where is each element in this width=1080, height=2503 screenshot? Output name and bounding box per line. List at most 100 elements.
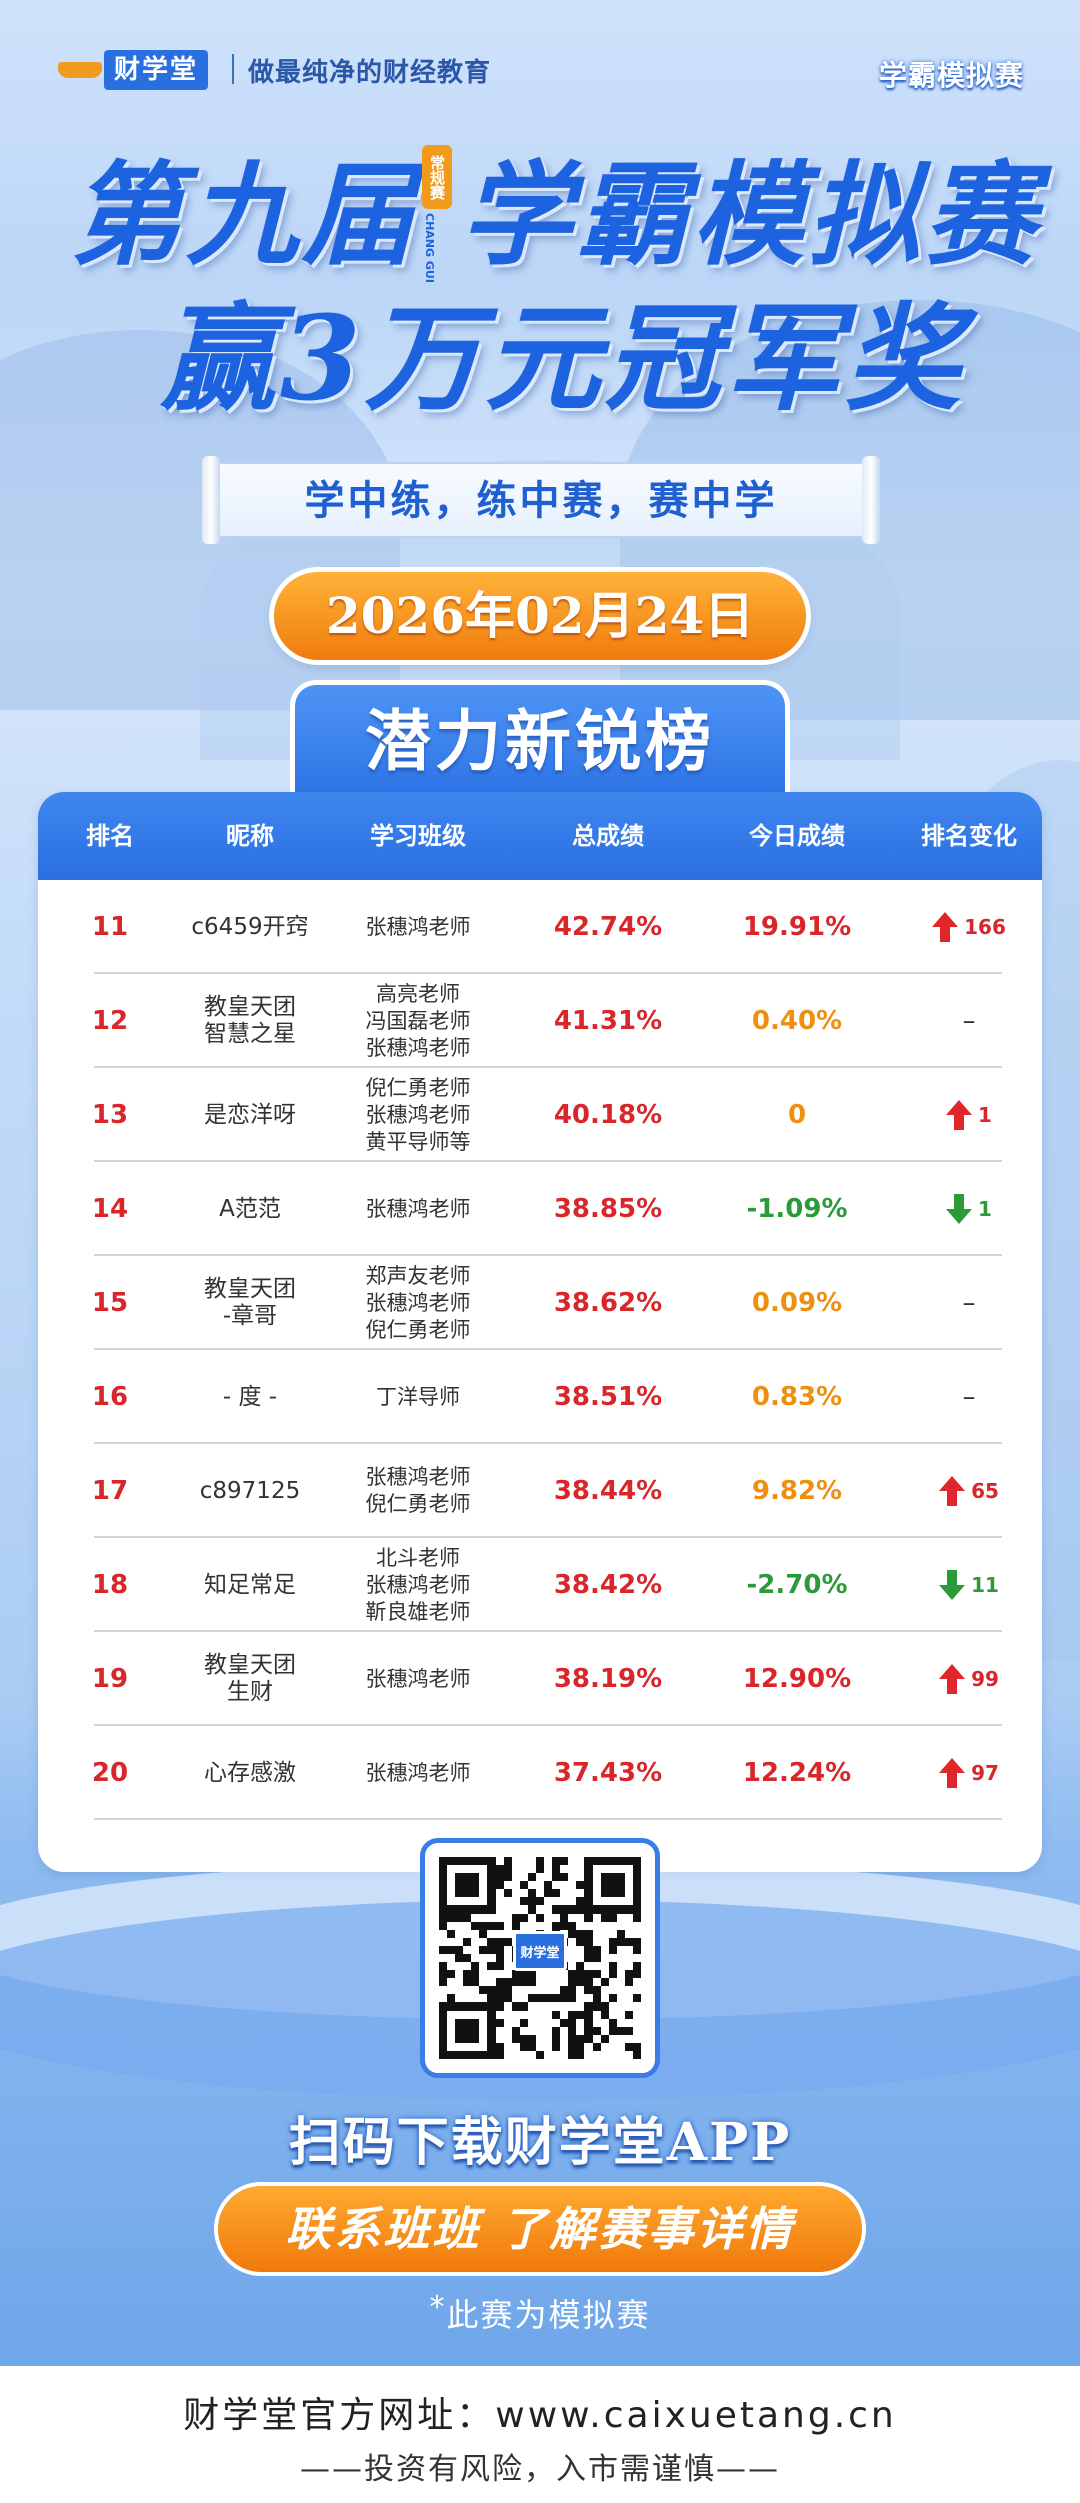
arrow-up-icon bbox=[932, 912, 959, 942]
total-score-cell: 38.85% bbox=[553, 1193, 663, 1224]
arrow-up-icon bbox=[946, 1100, 973, 1130]
table-row: 11 c6459开窍 张穗鸿老师 42.74% 19.91% 166 bbox=[38, 880, 1042, 974]
event-title: 学霸模拟赛 bbox=[460, 150, 1040, 281]
header-nickname: 昵称 bbox=[226, 822, 274, 850]
today-score-cell: 12.24% bbox=[742, 1757, 852, 1788]
qr-logo: 财学堂 bbox=[513, 1931, 567, 1971]
total-score-cell: 42.74% bbox=[553, 911, 663, 942]
rank-change-cell: 97 bbox=[896, 1758, 1042, 1788]
table-row: 12 教皇天团 智慧之星 高亮老师 冯国磊老师 张穗鸿老师 41.31% 0.40% – bbox=[38, 974, 1042, 1068]
header-today-score: 今日成绩 bbox=[749, 822, 845, 850]
table-row: 19 教皇天团 生财 张穗鸿老师 38.19% 12.90% 99 bbox=[38, 1632, 1042, 1726]
class-cell: 高亮老师 冯国磊老师 张穗鸿老师 bbox=[365, 981, 471, 1060]
today-score-cell: 0.40% bbox=[751, 1005, 843, 1036]
rank-change-cell: 99 bbox=[896, 1664, 1042, 1694]
arrow-up-icon bbox=[939, 1758, 966, 1788]
rank-cell: 20 bbox=[91, 1757, 129, 1788]
arrow-up-icon bbox=[939, 1476, 966, 1506]
date-badge: 2026年02月24日 bbox=[274, 572, 806, 660]
rank-cell: 15 bbox=[91, 1287, 129, 1318]
rank-change-value: 11 bbox=[971, 1572, 999, 1597]
seal-badge: 常规赛 bbox=[422, 145, 452, 209]
rank-change-cell: 1 bbox=[896, 1194, 1042, 1224]
rank-change-cell: 65 bbox=[896, 1476, 1042, 1506]
total-score-cell: 40.18% bbox=[553, 1099, 663, 1130]
qr-code[interactable]: 财学堂 bbox=[420, 1838, 660, 2078]
rank-change-value: 1 bbox=[978, 1102, 992, 1127]
edition-title: 第九届 bbox=[70, 150, 418, 281]
table-row: 13 是恋洋呀 倪仁勇老师 张穗鸿老师 黄平导师等 40.18% 0 1 bbox=[38, 1068, 1042, 1162]
nickname-cell: 教皇天团 -章哥 bbox=[204, 1276, 296, 1329]
nickname-cell: 教皇天团 生财 bbox=[204, 1652, 296, 1705]
class-cell: 张穗鸿老师 bbox=[365, 1196, 471, 1221]
class-cell: 张穗鸿老师 bbox=[365, 914, 471, 939]
rank-change-value: – bbox=[962, 1005, 976, 1036]
rank-change-cell: – bbox=[896, 1381, 1042, 1412]
today-score-cell: -1.09% bbox=[746, 1193, 848, 1224]
table-row: 16 - 度 - 丁洋导师 38.51% 0.83% – bbox=[38, 1350, 1042, 1444]
rank-change-cell: 11 bbox=[896, 1570, 1042, 1600]
rank-change-value: 1 bbox=[978, 1196, 992, 1221]
header-class: 学习班级 bbox=[370, 822, 466, 850]
total-score-cell: 38.42% bbox=[553, 1569, 663, 1600]
rank-cell: 16 bbox=[91, 1381, 129, 1412]
rank-cell: 13 bbox=[91, 1099, 129, 1130]
rank-change-value: 97 bbox=[971, 1760, 999, 1785]
rank-change-cell: 1 bbox=[896, 1100, 1042, 1130]
table-row: 14 A范范 张穗鸿老师 38.85% -1.09% 1 bbox=[38, 1162, 1042, 1256]
footer: 财学堂官方网址：www.caixuetang.cn ——投资有风险，入市需谨慎—… bbox=[0, 2366, 1080, 2503]
official-website[interactable]: 财学堂官方网址：www.caixuetang.cn bbox=[183, 2395, 897, 2436]
scan-download-text: 扫码下载财学堂APP bbox=[288, 2112, 792, 2173]
today-score-cell: 12.90% bbox=[742, 1663, 852, 1694]
class-cell: 倪仁勇老师 张穗鸿老师 黄平导师等 bbox=[365, 1075, 471, 1154]
nickname-cell: c897125 bbox=[199, 1477, 301, 1504]
table-header: 排名 昵称 学习班级 总成绩 今日成绩 排名变化 bbox=[38, 792, 1042, 880]
note-text: 此赛为模拟赛 bbox=[446, 2296, 651, 2334]
class-cell: 张穗鸿老师 bbox=[365, 1760, 471, 1785]
risk-disclaimer: ——投资有风险，入市需谨慎—— bbox=[300, 2452, 780, 2487]
divider bbox=[232, 54, 234, 84]
motto-text: 学中练，练中赛，赛中学 bbox=[304, 477, 778, 524]
class-cell: 北斗老师 张穗鸿老师 靳良雄老师 bbox=[365, 1545, 471, 1624]
rank-change-value: – bbox=[962, 1287, 976, 1318]
nickname-cell: c6459开窍 bbox=[191, 913, 309, 940]
prize-title: 赢3万元冠军奖 bbox=[160, 291, 965, 427]
rank-change-cell: 166 bbox=[896, 912, 1042, 942]
total-score-cell: 37.43% bbox=[553, 1757, 663, 1788]
board-title: 潜力新锐榜 bbox=[365, 702, 715, 780]
arrow-down-icon bbox=[939, 1570, 966, 1600]
contact-button[interactable]: 联系班班 了解赛事详情 bbox=[218, 2186, 862, 2272]
nickname-cell: A范范 bbox=[219, 1195, 281, 1222]
class-cell: 郑声友老师 张穗鸿老师 倪仁勇老师 bbox=[365, 1263, 471, 1342]
rank-change-cell: – bbox=[896, 1287, 1042, 1318]
event-brand: 学霸模拟赛 bbox=[878, 59, 1024, 92]
arrow-up-icon bbox=[939, 1664, 966, 1694]
today-score-cell: 9.82% bbox=[751, 1475, 843, 1506]
nickname-cell: 教皇天团 智慧之星 bbox=[204, 994, 296, 1047]
total-score-cell: 38.44% bbox=[553, 1475, 663, 1506]
rank-change-value: – bbox=[962, 1381, 976, 1412]
motto-scroll: 学中练，练中赛，赛中学 bbox=[202, 456, 880, 544]
rank-change-value: 166 bbox=[964, 914, 1006, 939]
table-body: 11 c6459开窍 张穗鸿老师 42.74% 19.91% 166 12 教皇天团 智慧之星… bbox=[38, 880, 1042, 1820]
brand-logo[interactable]: 财学堂 bbox=[104, 50, 209, 90]
nickname-cell: 心存感激 bbox=[204, 1759, 296, 1786]
header-total-score: 总成绩 bbox=[572, 822, 644, 850]
poster-background: 财学堂 做最纯净的财经教育 学霸模拟赛 第九届 常规赛 CHANG GUI 学霸… bbox=[0, 0, 1080, 2366]
nickname-cell: 是恋洋呀 bbox=[204, 1101, 296, 1128]
seal-subtext: CHANG GUI bbox=[423, 213, 436, 283]
asterisk: * bbox=[429, 2290, 447, 2325]
board-title-tab: 潜力新锐榜 bbox=[290, 680, 790, 800]
total-score-cell: 41.31% bbox=[553, 1005, 663, 1036]
rank-change-value: 99 bbox=[971, 1666, 999, 1691]
rank-cell: 12 bbox=[91, 1005, 129, 1036]
rank-cell: 11 bbox=[91, 911, 129, 942]
rank-change-cell: – bbox=[896, 1005, 1042, 1036]
top-bar: 财学堂 做最纯净的财经教育 学霸模拟赛 bbox=[0, 40, 1080, 100]
table-row: 15 教皇天团 -章哥 郑声友老师 张穗鸿老师 倪仁勇老师 38.62% 0.09% – bbox=[38, 1256, 1042, 1350]
today-score-cell: -2.70% bbox=[746, 1569, 848, 1600]
rank-change-value: 65 bbox=[971, 1478, 999, 1503]
graduation-cap-icon bbox=[58, 62, 102, 78]
simulation-note: *此赛为模拟赛 bbox=[0, 2290, 1080, 2336]
class-cell: 张穗鸿老师 bbox=[365, 1666, 471, 1691]
